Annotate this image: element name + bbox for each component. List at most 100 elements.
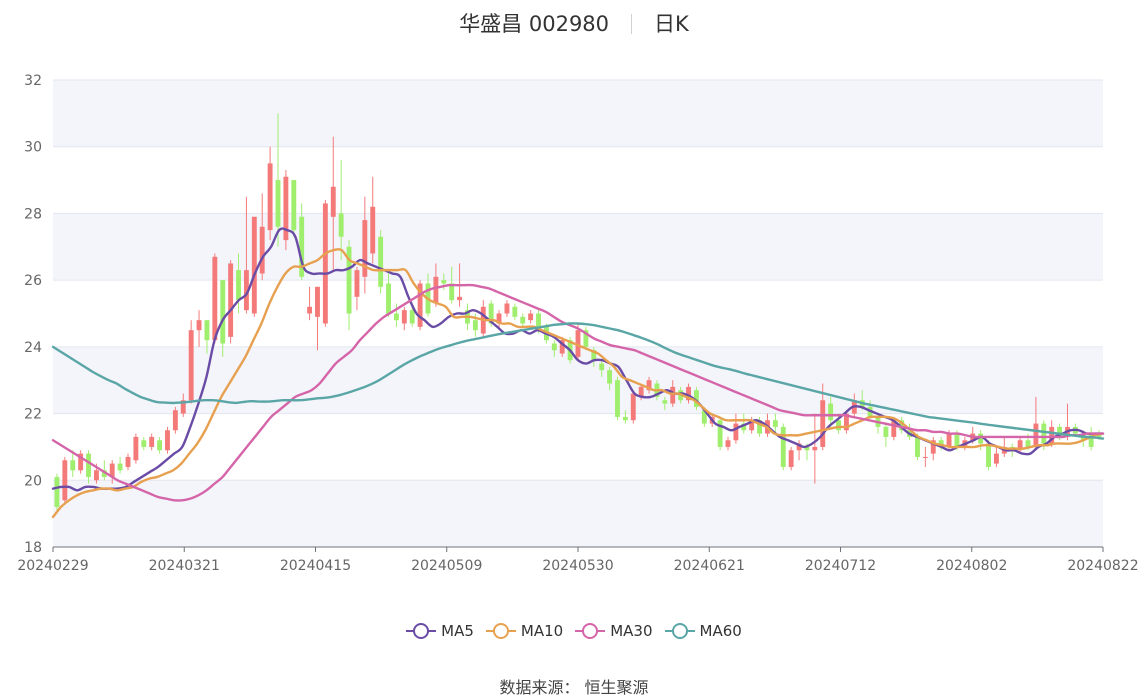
x-tick-label: 20240229: [17, 558, 88, 574]
candle-body: [204, 320, 210, 341]
candle-body: [575, 330, 581, 357]
legend-label: MA5: [441, 622, 474, 640]
legend-item-ma60[interactable]: MA60: [664, 621, 742, 641]
candle-body: [607, 370, 613, 384]
candle-body: [986, 443, 991, 467]
candle-body: [701, 410, 707, 424]
candle-body: [283, 176, 289, 241]
candle-body: [228, 263, 234, 337]
legend-swatch: [664, 621, 695, 641]
candle-body: [591, 350, 597, 361]
series-line-ma10: [51, 248, 1105, 519]
candle-body: [378, 236, 384, 287]
grid-band: [53, 213, 1103, 281]
candle-body: [275, 180, 281, 227]
candle-body: [622, 416, 628, 421]
candle-body: [212, 256, 218, 341]
candle-body: [741, 423, 747, 431]
candle-body: [299, 216, 305, 277]
y-tick-label: 30: [24, 140, 42, 156]
candle-body: [686, 386, 691, 401]
y-tick-label: 24: [24, 340, 42, 356]
candle-body: [915, 436, 920, 457]
candle-body: [220, 280, 226, 344]
y-tick-label: 28: [24, 206, 42, 222]
candle-body: [757, 420, 763, 434]
candle-body: [899, 420, 905, 431]
candle-body: [638, 386, 644, 397]
candle-body: [370, 206, 376, 254]
stock-name: 华盛昌 002980: [459, 12, 610, 36]
candle-body: [630, 393, 636, 421]
x-tick-label: 20240530: [542, 558, 613, 574]
candle-body: [725, 440, 731, 447]
candle-body: [315, 286, 320, 317]
candle-body: [946, 433, 952, 447]
legend-label: MA60: [699, 622, 742, 640]
legend-item-ma5[interactable]: MA5: [406, 621, 474, 641]
candle-body: [401, 310, 407, 324]
candle-body: [583, 330, 589, 347]
legend-swatch: [575, 621, 606, 641]
period-label: 日K: [654, 12, 689, 36]
legend-label: MA10: [520, 622, 564, 640]
legend-swatch: [406, 621, 437, 641]
candle-body: [291, 180, 297, 231]
source-label: 数据来源： 恒生聚源: [499, 678, 649, 697]
candle-body: [141, 440, 147, 447]
candle-body: [599, 363, 605, 371]
legend-label: MA30: [610, 622, 653, 640]
candle-body: [749, 420, 755, 431]
candle-body: [488, 303, 494, 324]
candle-body: [93, 470, 99, 481]
series-line-ma60: [51, 322, 1105, 440]
candle-body: [236, 270, 241, 301]
candle-body: [267, 163, 273, 231]
candle-body: [307, 306, 313, 314]
candle-body: [354, 270, 360, 297]
candle-body: [551, 343, 557, 351]
x-tick-label: 20240822: [1067, 558, 1138, 574]
candle-body: [978, 433, 984, 444]
candle-body: [472, 320, 478, 331]
y-tick-label: 32: [24, 73, 42, 89]
candle-body: [772, 420, 778, 427]
x-tick-label: 20240415: [280, 558, 351, 574]
candle-body: [520, 316, 526, 324]
candle-body: [78, 453, 84, 471]
candle-body: [86, 453, 91, 477]
candle-body: [133, 436, 139, 461]
candle-body: [338, 213, 344, 237]
legend: MA5 MA10 MA30 MA60: [0, 621, 1148, 645]
candle-body: [251, 216, 257, 314]
chart-title: 华盛昌 002980 日K: [0, 8, 1148, 38]
candle-body: [165, 430, 170, 451]
legend-item-ma30[interactable]: MA30: [575, 621, 653, 641]
candle-body: [149, 436, 155, 447]
legend-swatch: [485, 621, 516, 641]
candle-body: [346, 246, 352, 314]
candle-body: [693, 390, 699, 407]
candle-body: [101, 470, 107, 477]
y-tick-label: 22: [24, 407, 42, 423]
candle-body: [780, 426, 786, 467]
candle-body: [1041, 423, 1047, 444]
candle-body: [157, 440, 163, 451]
candle-body: [733, 423, 739, 441]
candle-body: [1033, 423, 1039, 447]
candle-body: [125, 456, 131, 467]
candle-body: [930, 440, 936, 454]
candle-body: [433, 276, 439, 304]
candle-body: [828, 403, 834, 421]
y-tick-label: 18: [24, 540, 42, 556]
candle-body: [62, 460, 68, 501]
legend-item-ma10[interactable]: MA10: [485, 621, 564, 641]
candle-body: [172, 410, 178, 431]
candle-body: [1049, 426, 1055, 444]
candle-body: [559, 340, 565, 354]
candle-body: [1017, 440, 1023, 451]
candle-body: [528, 313, 534, 321]
candle-body: [109, 463, 115, 477]
candle-body: [788, 450, 794, 467]
x-tick-label: 20240321: [149, 558, 220, 574]
